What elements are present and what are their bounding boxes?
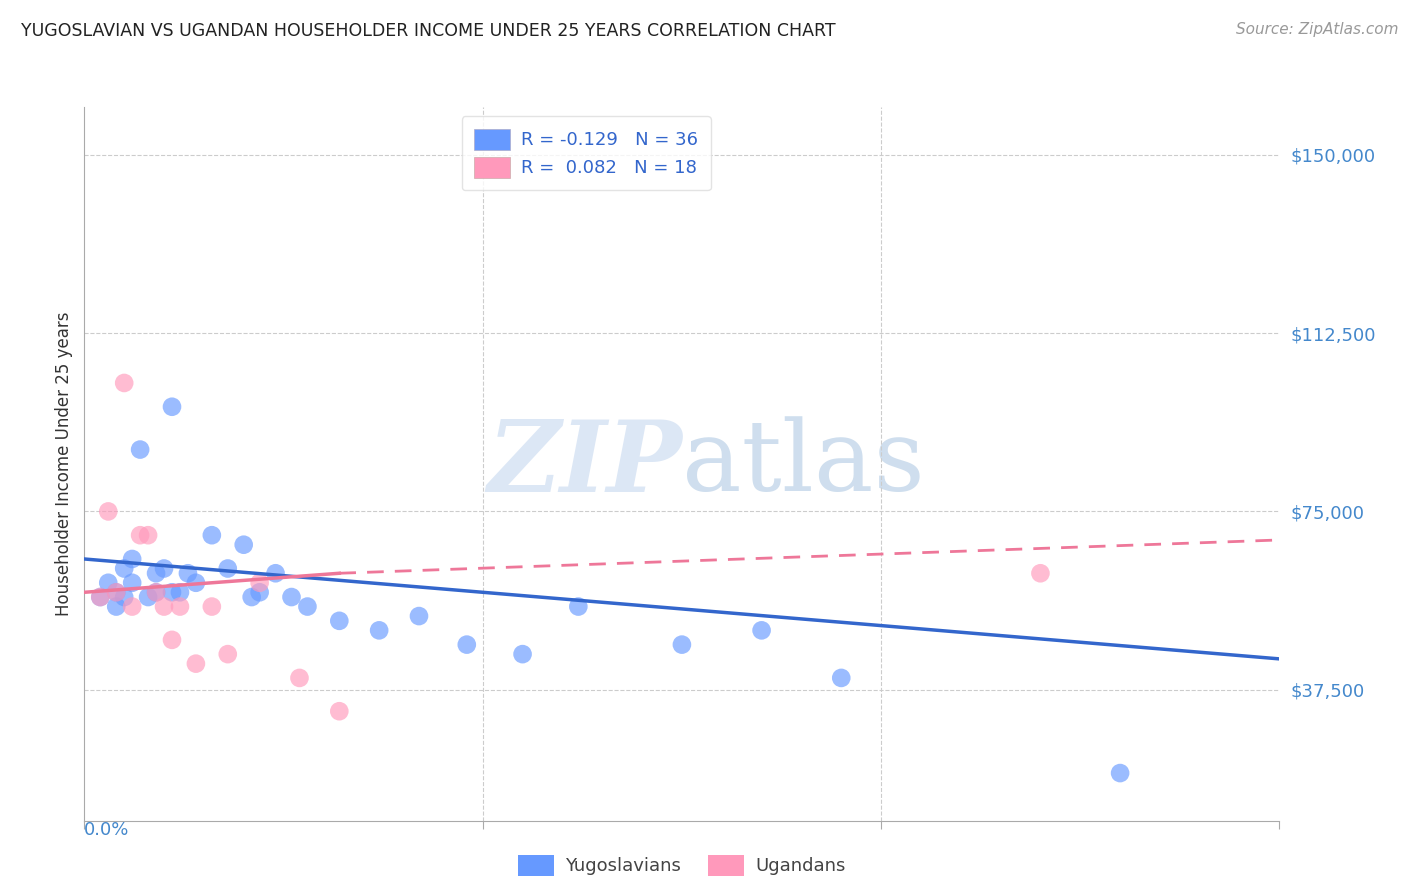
Point xyxy=(328,704,350,718)
Point xyxy=(160,400,183,414)
Text: atlas: atlas xyxy=(682,416,925,512)
Point xyxy=(136,528,159,542)
Point xyxy=(105,585,128,599)
Point xyxy=(105,599,128,614)
Point xyxy=(288,671,311,685)
Point xyxy=(1109,766,1132,780)
Point xyxy=(280,590,302,604)
Point xyxy=(751,624,773,638)
Point xyxy=(145,585,167,599)
Point xyxy=(153,599,176,614)
Point xyxy=(160,585,183,599)
Point xyxy=(328,614,350,628)
Point xyxy=(89,590,111,604)
Point xyxy=(567,599,589,614)
Point xyxy=(201,599,224,614)
Point xyxy=(240,590,263,604)
Point xyxy=(112,590,135,604)
Point xyxy=(112,561,135,575)
Point xyxy=(264,566,287,581)
Point xyxy=(97,504,120,518)
Point xyxy=(136,590,159,604)
Point xyxy=(512,647,534,661)
Text: Source: ZipAtlas.com: Source: ZipAtlas.com xyxy=(1236,22,1399,37)
Point xyxy=(408,609,430,624)
Point xyxy=(129,442,152,457)
Point xyxy=(1029,566,1052,581)
Point xyxy=(177,566,200,581)
Point xyxy=(121,575,143,590)
Point xyxy=(830,671,852,685)
Point xyxy=(89,590,111,604)
Y-axis label: Householder Income Under 25 years: Householder Income Under 25 years xyxy=(55,311,73,616)
Point xyxy=(456,638,478,652)
Text: YUGOSLAVIAN VS UGANDAN HOUSEHOLDER INCOME UNDER 25 YEARS CORRELATION CHART: YUGOSLAVIAN VS UGANDAN HOUSEHOLDER INCOM… xyxy=(21,22,835,40)
Point xyxy=(184,657,207,671)
Point xyxy=(297,599,319,614)
Point xyxy=(105,585,128,599)
Point xyxy=(217,647,239,661)
Point xyxy=(169,599,191,614)
Point xyxy=(129,528,152,542)
Point xyxy=(169,585,191,599)
Point xyxy=(249,585,271,599)
Text: 0.0%: 0.0% xyxy=(84,821,129,838)
Point xyxy=(671,638,693,652)
Point xyxy=(121,552,143,566)
Point xyxy=(217,561,239,575)
Point xyxy=(184,575,207,590)
Point xyxy=(201,528,224,542)
Point xyxy=(145,566,167,581)
Point xyxy=(112,376,135,390)
Point xyxy=(368,624,391,638)
Point xyxy=(160,632,183,647)
Point xyxy=(249,575,271,590)
Point xyxy=(97,575,120,590)
Point xyxy=(121,599,143,614)
Point xyxy=(153,561,176,575)
Point xyxy=(145,585,167,599)
Point xyxy=(232,538,254,552)
Text: ZIP: ZIP xyxy=(486,416,682,512)
Legend: Yugoslavians, Ugandans: Yugoslavians, Ugandans xyxy=(510,847,853,883)
